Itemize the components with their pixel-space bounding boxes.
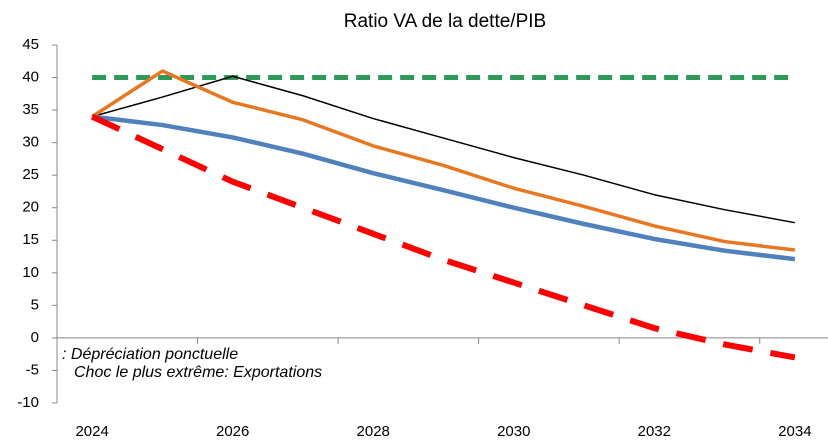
y-tick-label: 15 <box>22 231 39 248</box>
y-tick-label: -10 <box>17 394 39 411</box>
y-tick-label: 40 <box>22 69 39 86</box>
x-tick-label: 2030 <box>497 423 530 440</box>
y-tick-label: 10 <box>22 264 39 281</box>
x-tick-label: 2028 <box>357 423 390 440</box>
y-tick-label: -5 <box>26 361 39 378</box>
x-tick-label: 2034 <box>778 423 811 440</box>
line-series <box>91 114 796 262</box>
y-tick-label: 0 <box>31 329 39 346</box>
line-series <box>90 113 796 361</box>
chart-title: Ratio VA de la dette/PIB <box>344 11 546 32</box>
y-tick-label: 5 <box>31 296 39 313</box>
y-tick-label: 25 <box>22 166 39 183</box>
y-tick-label: 30 <box>22 134 39 151</box>
x-tick-label: 2026 <box>216 423 249 440</box>
y-tick-label: 35 <box>22 101 39 118</box>
annotation: : Dépréciation ponctuelle <box>62 346 238 363</box>
line-series <box>91 69 796 252</box>
line-series <box>91 75 796 224</box>
y-tick-label: 20 <box>22 199 39 216</box>
x-tick-label: 2032 <box>638 423 671 440</box>
y-tick-label: 45 <box>22 36 39 53</box>
annotation: Choc le plus extrême: Exportations <box>74 364 322 381</box>
x-tick-label: 2024 <box>75 423 108 440</box>
